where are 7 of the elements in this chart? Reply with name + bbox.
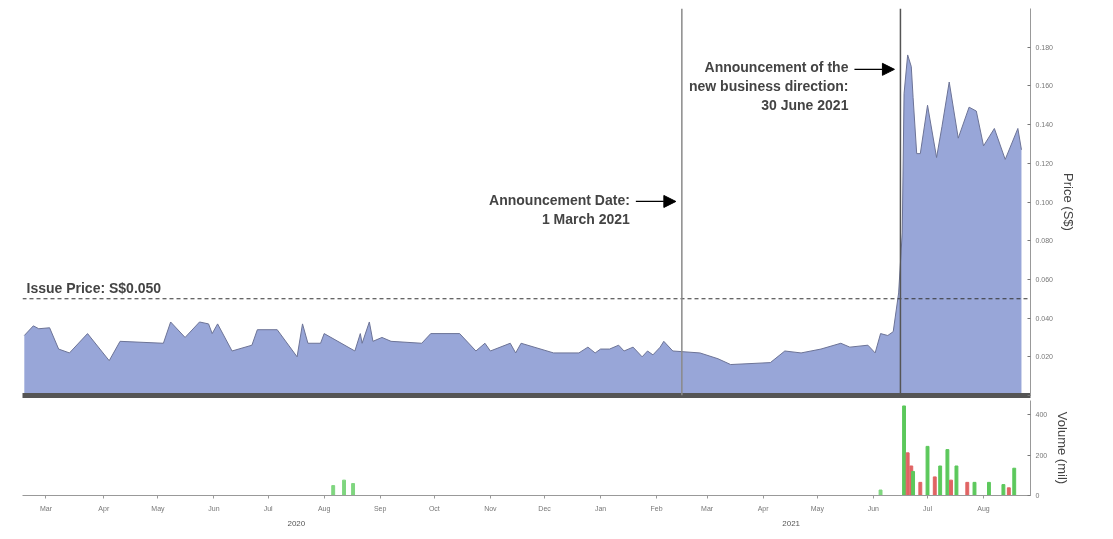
text: 2021 [782,518,801,528]
ref-line-label: Announcement Date: 1 March 2021 [489,192,631,228]
y-axis-title: Volume (mil) [1055,411,1071,485]
ref-line-label: Announcement of the new business direction: 30 June 2021 [688,58,849,114]
text: 2020 [287,518,306,528]
y-axis-title: Price (S$) [1061,173,1077,231]
ref-line-label: Issue Price: S$0.050 [26,279,162,296]
